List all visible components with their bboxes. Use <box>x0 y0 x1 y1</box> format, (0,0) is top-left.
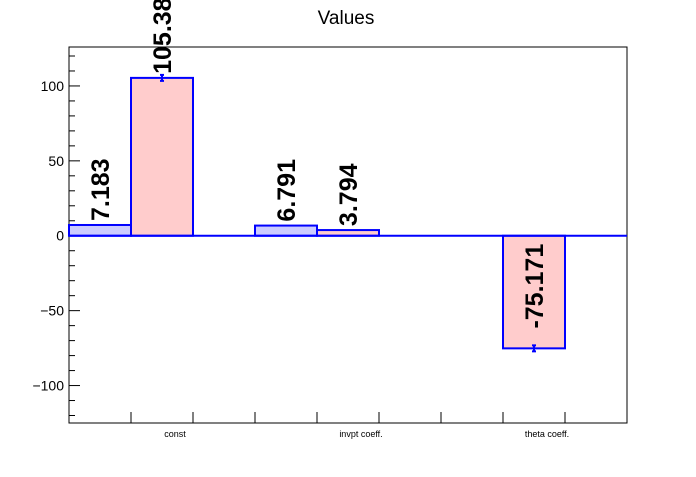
data-label: 105.38 <box>149 0 177 74</box>
data-label: 6.791 <box>273 159 301 222</box>
y-tick-label: −50 <box>40 303 64 319</box>
data-label: 7.183 <box>87 158 115 221</box>
y-tick-label: 0 <box>56 228 64 244</box>
data-label: 3.794 <box>335 163 363 226</box>
y-tick-label: −100 <box>32 378 64 394</box>
x-category-label: invpt coeff. <box>339 429 382 439</box>
bar-const-s1 <box>130 76 194 237</box>
data-label: -75.171 <box>521 244 549 329</box>
x-category-label: const <box>164 429 186 439</box>
bar-invpt-coeff--s0 <box>254 224 318 237</box>
y-tick-label: 50 <box>48 153 64 169</box>
x-category-label: theta coeff. <box>525 429 569 439</box>
bar-theta-coeff--s1 <box>502 234 566 350</box>
bar-const-s0 <box>68 223 132 237</box>
plot-area: −100 −50 0 50 100 7.183 105.38 const 6.791 3.794 i… <box>32 0 628 439</box>
chart-title: Values <box>318 8 375 29</box>
y-tick-label: 100 <box>41 78 65 94</box>
